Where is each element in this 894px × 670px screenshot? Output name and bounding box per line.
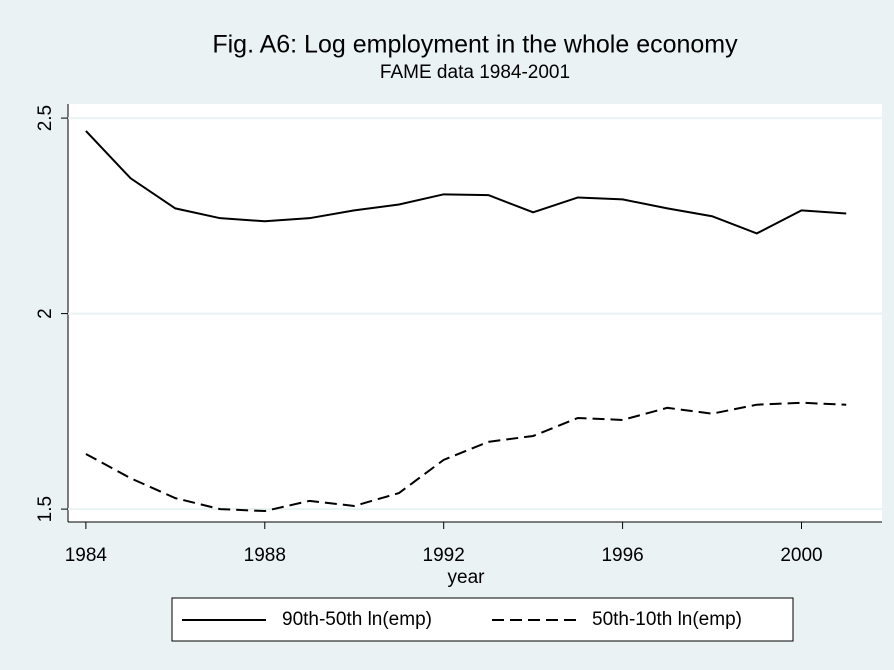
y-tick-label: 2 xyxy=(35,308,56,319)
x-tick-label: 1984 xyxy=(65,545,108,566)
chart-subtitle: FAME data 1984-2001 xyxy=(380,62,570,83)
x-axis-label: year xyxy=(448,567,486,588)
legend xyxy=(171,597,794,642)
y-tick-label: 1.5 xyxy=(35,496,56,522)
legend-label: 90th-50th ln(emp) xyxy=(282,609,432,630)
series-line xyxy=(85,130,847,235)
x-tick-label: 2000 xyxy=(780,545,822,566)
x-tick-label: 1992 xyxy=(423,545,465,566)
series-line xyxy=(85,401,847,513)
x-tick-label: 1988 xyxy=(244,545,286,566)
legend-label: 50th-10th ln(emp) xyxy=(592,609,742,630)
chart-title: Fig. A6: Log employment in the whole eco… xyxy=(212,31,738,59)
x-tick-label: 1996 xyxy=(601,545,643,566)
y-tick-label: 2.5 xyxy=(35,105,56,131)
